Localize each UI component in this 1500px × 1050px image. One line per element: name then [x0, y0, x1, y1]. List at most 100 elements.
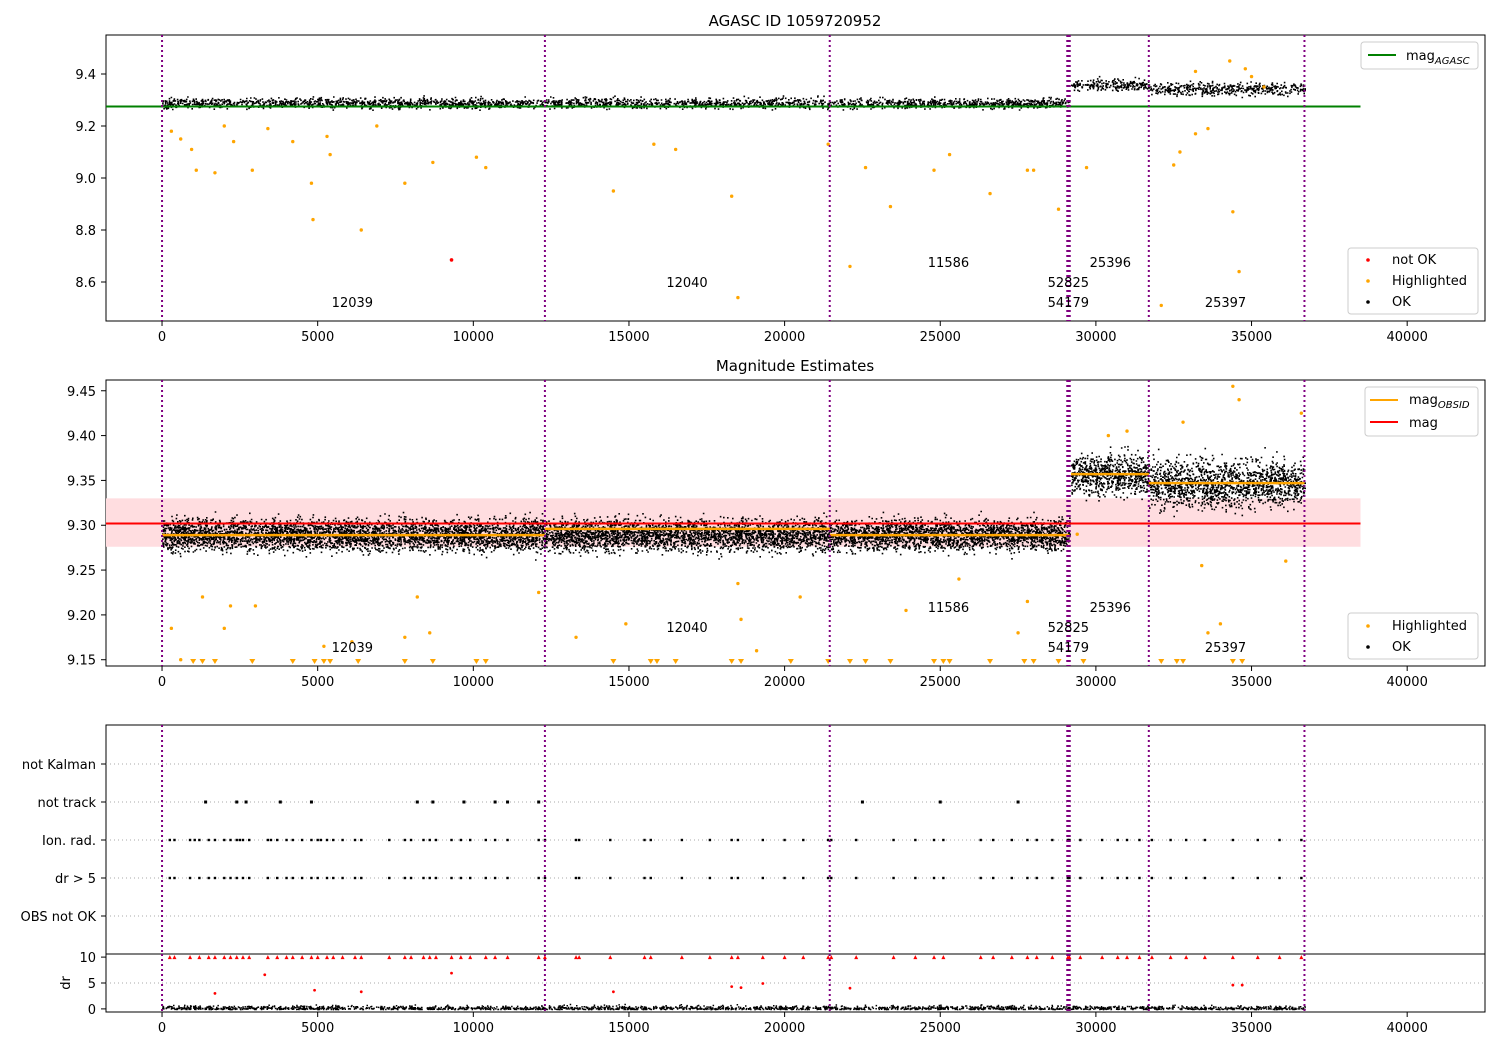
dr-x-tick-label-0: 0 [158, 1021, 166, 1036]
flags-row-label-3: dr > 5 [55, 872, 96, 887]
dr-clipped-marker-64 [1078, 955, 1083, 960]
flags-ion-rad-point-77 [1231, 838, 1235, 842]
dr-clipped-marker-60 [1034, 955, 1039, 960]
flags-ion-rad-point-5 [207, 838, 210, 842]
middle-highlighted-point-19 [957, 577, 961, 581]
flags-ion-rad-point-74 [1169, 838, 1172, 842]
dr-plot-data: 0 5 10 0 5000 10000 15000 20000 25000 30000 35000 4… [79, 951, 1485, 1036]
top-x-tick-label-40000: 40000 [1386, 330, 1427, 345]
flags-ion-rad-point-32 [434, 838, 438, 842]
flags-dr5-point-48 [802, 876, 805, 880]
middle-highlighted-point-0 [169, 626, 174, 631]
flags-ion-rad-point-76 [1203, 838, 1207, 842]
flags-ion-rad-point-56 [892, 838, 895, 842]
flags-ion-rad-point-57 [914, 838, 917, 842]
flags-ion-rad-point-60 [979, 838, 982, 842]
dr-clipped-marker-47 [782, 955, 787, 960]
top-ok-point-cloud-0 [162, 95, 1071, 111]
top-highlighted-point-12 [325, 134, 329, 139]
dr-not-ok-point-0 [263, 973, 267, 977]
flags-ion-rad-point-28 [403, 838, 407, 842]
dr-clipped-marker-6 [222, 955, 227, 960]
flags-ion-rad-point-4 [198, 838, 201, 842]
top-y-tick-label-9: 9.0 [75, 172, 96, 187]
flags-ion-rad-point-47 [708, 838, 712, 842]
top-x-tick-label-15000: 15000 [608, 330, 649, 345]
dr-not-ok-point-5 [611, 990, 615, 994]
top-highlighted-point-2 [189, 147, 194, 152]
top-highlighted-point-0 [169, 129, 174, 133]
top-ok-point-cloud-2 [1149, 80, 1306, 99]
flags-not-track-point-7 [462, 800, 466, 804]
dr-clipped-marker-74 [1255, 955, 1260, 960]
dr-clipped-marker-12 [275, 955, 280, 960]
middle-highlighted-point-32 [1125, 429, 1129, 433]
flags-ion-rad-point-29 [409, 838, 413, 842]
flags-ion-rad-point-73 [1150, 838, 1154, 842]
dr-not-ok-point-6 [730, 985, 734, 989]
flags-dr5-point-69 [1150, 876, 1154, 880]
middle-highlighted-point-5 [253, 604, 258, 608]
middle-highlighted-point-9 [415, 595, 419, 599]
flags-not-track-point-4 [309, 800, 313, 804]
dr-clipped-marker-59 [1025, 955, 1030, 960]
top-highlighted-point-22 [673, 147, 678, 152]
dr-clipped-marker-16 [309, 955, 314, 960]
flags-dr5-point-13 [285, 876, 288, 880]
flags-dr5-point-75 [1278, 876, 1281, 880]
middle-y-tick-label-9.4: 9.40 [67, 430, 96, 445]
dr-clipped-marker-38 [577, 955, 582, 960]
flags-ion-rad-point-27 [388, 838, 391, 842]
flags-dr5-point-44 [730, 876, 733, 880]
flags-ion-rad-point-12 [247, 838, 251, 842]
dr-not-ok-point-1 [450, 971, 453, 975]
flags-ion-rad-point-70 [1116, 838, 1119, 842]
dr-clipped-marker-14 [290, 955, 295, 960]
middle-y-tick-label-9.45: 9.45 [67, 385, 96, 400]
top-highlighted-point-17 [431, 160, 435, 165]
top-highlighted-point-8 [266, 126, 270, 131]
top-highlighted-point-7 [250, 168, 255, 172]
middle-highlighted-point-30 [1181, 420, 1185, 424]
flags-ion-rad-point-3 [193, 838, 196, 842]
middle-floor-marker-28 [1021, 659, 1028, 664]
dr-clipped-marker-69 [1149, 955, 1154, 960]
top-highlighted-point-21 [652, 142, 656, 146]
top-highlighted-point-11 [311, 217, 315, 222]
flags-ion-rad-point-69 [1100, 838, 1104, 842]
flags-dr5-point-70 [1169, 876, 1172, 880]
flags-dr5-point-4 [207, 876, 210, 880]
middle-floor-marker-7 [327, 659, 334, 664]
middle-floor-marker-6 [320, 659, 327, 664]
flags-dr5-point-57 [991, 876, 995, 880]
flags-ion-rad-point-25 [353, 838, 357, 842]
middle-x-tick-label-30000: 30000 [1075, 675, 1116, 690]
dr-clipped-marker-70 [1168, 955, 1173, 960]
flags-dr5-point-74 [1256, 876, 1259, 880]
flags-dr5-point-49 [826, 876, 830, 880]
middle-highlighted-point-17 [798, 595, 802, 599]
flags-dr5-point-29 [450, 876, 453, 880]
top-obsid-label-11586: 11586 [928, 256, 969, 271]
flags-not-track-point-5 [415, 800, 419, 804]
top-x-tick-label-10000: 10000 [453, 330, 494, 345]
legend-highlighted-label: Highlighted [1392, 274, 1467, 289]
flags-ion-rad-point-39 [537, 838, 540, 842]
middle-floor-marker-24 [931, 659, 938, 664]
flags-dr5-point-32 [484, 876, 487, 880]
dr-clipped-marker-29 [449, 955, 454, 960]
flags-ion-rad-point-33 [450, 838, 453, 842]
top-y-tick-label-9.2: 9.2 [75, 120, 96, 135]
legend-highlighted-label-2: Highlighted [1392, 619, 1467, 634]
top-x-tick-label-5000: 5000 [301, 330, 334, 345]
flags-ion-rad-point-22 [325, 838, 329, 842]
middle-y-tick-label-9.3: 9.30 [67, 519, 96, 534]
middle-highlighted-point-13 [624, 622, 628, 626]
dr-clipped-marker-10 [247, 955, 252, 960]
top-x-tick-label-35000: 35000 [1231, 330, 1272, 345]
legend-ok-label: OK [1392, 295, 1411, 310]
middle-highlighted-point-25 [1218, 622, 1223, 626]
middle-floor-marker-34 [1180, 659, 1187, 664]
flags-row-label-0: not Kalman [22, 758, 96, 773]
top-highlighted-point-45 [1228, 59, 1232, 63]
